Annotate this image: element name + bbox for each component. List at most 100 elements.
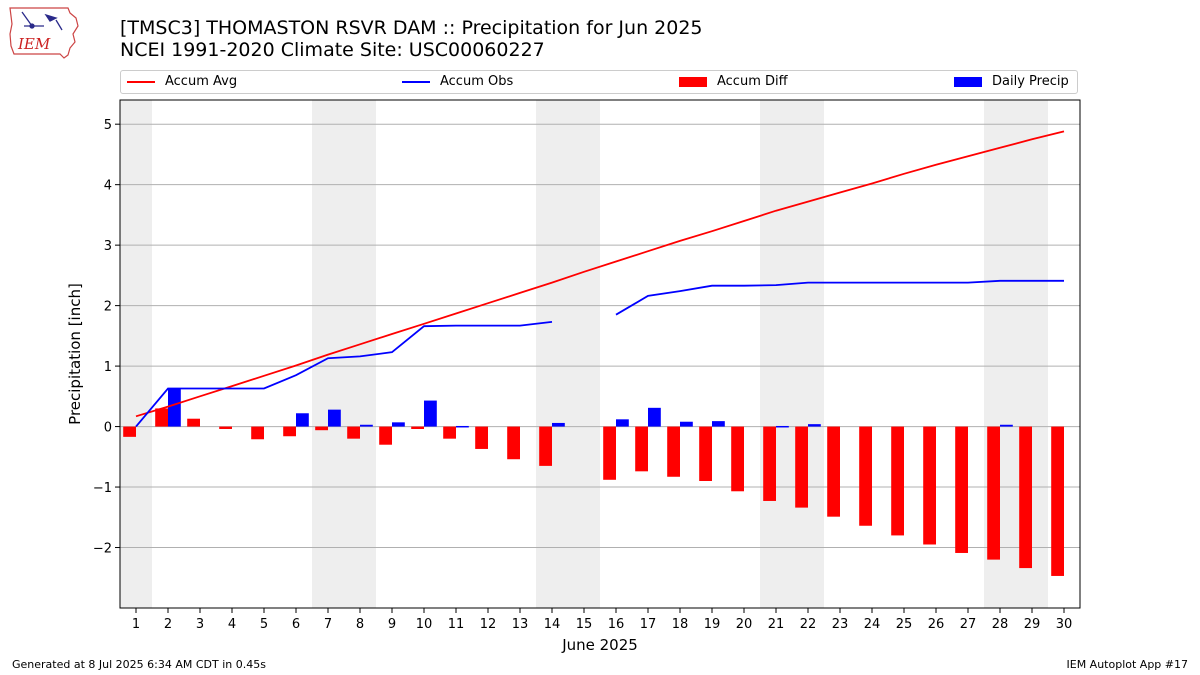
weekend-band	[120, 100, 152, 608]
accum-diff-bar	[187, 418, 200, 427]
x-tick-label: 18	[672, 617, 689, 632]
legend-swatch-accum-diff	[679, 77, 707, 87]
x-tick-label: 5	[260, 617, 268, 632]
accum-diff-bar	[859, 426, 872, 526]
daily-precip-bar	[168, 388, 181, 427]
x-tick-label: 24	[864, 617, 881, 632]
legend-item-accum-diff: Accum Diff	[679, 74, 788, 90]
legend-label-daily-precip: Daily Precip	[992, 74, 1069, 89]
accum-diff-bar	[315, 426, 328, 431]
legend: Accum Avg Accum Obs Accum Diff Daily Pre…	[120, 70, 1078, 94]
title-line-1: [TMSC3] THOMASTON RSVR DAM :: Precipitat…	[120, 17, 703, 39]
accum-diff-bar	[827, 426, 840, 517]
y-tick-label: −2	[93, 542, 112, 557]
daily-precip-bar	[392, 422, 405, 427]
x-tick-label: 21	[768, 617, 785, 632]
daily-precip-bar	[552, 422, 565, 427]
daily-precip-bar	[712, 421, 725, 427]
weekend-band	[536, 100, 600, 608]
accum-diff-bar	[1019, 426, 1032, 569]
accum-diff-bar	[251, 426, 264, 440]
x-tick-label: 2	[164, 617, 172, 632]
daily-precip-bar	[1000, 424, 1013, 427]
x-tick-label: 3	[196, 617, 204, 632]
x-tick-label: 13	[512, 617, 529, 632]
footer-generated: Generated at 8 Jul 2025 6:34 AM CDT in 0…	[12, 658, 266, 671]
x-tick-label: 16	[608, 617, 625, 632]
title-line-2: NCEI 1991-2020 Climate Site: USC00060227	[120, 39, 545, 61]
daily-precip-bar	[360, 424, 373, 427]
x-tick-label: 8	[356, 617, 364, 632]
legend-label-accum-avg: Accum Avg	[165, 74, 238, 89]
x-tick-label: 25	[896, 617, 913, 632]
iem-logo-text: IEM	[17, 35, 51, 53]
legend-swatch-daily-precip	[954, 77, 982, 87]
accum-diff-bar	[379, 426, 392, 445]
legend-item-daily-precip: Daily Precip	[954, 74, 1069, 90]
legend-label-accum-diff: Accum Diff	[717, 74, 788, 89]
y-tick-label: 2	[104, 300, 112, 315]
accum-diff-bar	[955, 426, 968, 553]
x-axis-label: June 2025	[561, 636, 638, 654]
x-tick-label: 22	[800, 617, 817, 632]
x-tick-label: 30	[1056, 617, 1073, 632]
x-tick-label: 20	[736, 617, 753, 632]
chart-title: [TMSC3] THOMASTON RSVR DAM :: Precipitat…	[120, 17, 703, 61]
iowa-map-outline	[9, 7, 79, 59]
accum-diff-bar	[155, 408, 168, 427]
daily-precip-bar	[328, 409, 341, 427]
accum-diff-bar	[731, 426, 744, 492]
daily-precip-bar	[808, 424, 821, 427]
x-tick-label: 7	[324, 617, 332, 632]
accum-obs-line	[615, 279, 1064, 316]
accum-diff-bar	[475, 426, 488, 449]
accum-diff-bar	[443, 426, 456, 439]
accum-diff-bar	[283, 426, 296, 437]
accum-diff-bar	[1051, 426, 1064, 576]
daily-precip-bar	[616, 419, 629, 427]
accum-diff-bar	[539, 426, 552, 466]
daily-precip-bar	[296, 413, 309, 427]
accum-diff-bar	[891, 426, 904, 536]
x-tick-label: 15	[576, 617, 593, 632]
x-tick-label: 10	[416, 617, 433, 632]
y-tick-label: 3	[104, 239, 112, 254]
x-tick-label: 23	[832, 617, 849, 632]
footer-app: IEM Autoplot App #17	[1066, 658, 1189, 671]
accum-diff-bar	[635, 426, 648, 472]
x-tick-label: 9	[388, 617, 396, 632]
x-tick-label: 29	[1024, 617, 1041, 632]
x-tick-label: 12	[480, 617, 497, 632]
accum-diff-bar	[923, 426, 936, 545]
daily-precip-bar	[456, 425, 469, 428]
x-tick-label: 4	[228, 617, 236, 632]
x-tick-label: 1	[132, 617, 140, 632]
accum-diff-bar	[699, 426, 712, 481]
accum-diff-bar	[123, 426, 136, 437]
iem-logo: IEM	[9, 7, 79, 59]
x-tick-label: 17	[640, 617, 657, 632]
accum-obs-line	[135, 321, 553, 428]
accum-diff-bar	[411, 426, 424, 429]
x-tick-label: 19	[704, 617, 721, 632]
accum-diff-bar	[347, 426, 360, 439]
y-tick-label: 4	[104, 179, 112, 194]
daily-precip-bar	[648, 407, 661, 427]
plot-frame	[119, 99, 1081, 609]
y-tick-label: 0	[104, 421, 112, 436]
legend-item-accum-obs: Accum Obs	[402, 74, 513, 90]
accum-avg-line	[135, 130, 1065, 418]
daily-precip-bar	[680, 421, 693, 427]
legend-item-accum-avg: Accum Avg	[127, 74, 237, 90]
weekend-band	[312, 100, 376, 608]
accum-diff-bar	[795, 426, 808, 508]
y-tick-label: 5	[104, 118, 112, 133]
y-axis-label: Precipitation [inch]	[66, 283, 84, 425]
legend-swatch-accum-obs	[402, 81, 430, 83]
accum-diff-bar	[763, 426, 776, 501]
x-tick-label: 26	[928, 617, 945, 632]
y-tick-label: 1	[104, 360, 112, 375]
legend-swatch-accum-avg	[127, 81, 155, 83]
weekend-band	[760, 100, 824, 608]
accum-diff-bar	[507, 426, 520, 460]
